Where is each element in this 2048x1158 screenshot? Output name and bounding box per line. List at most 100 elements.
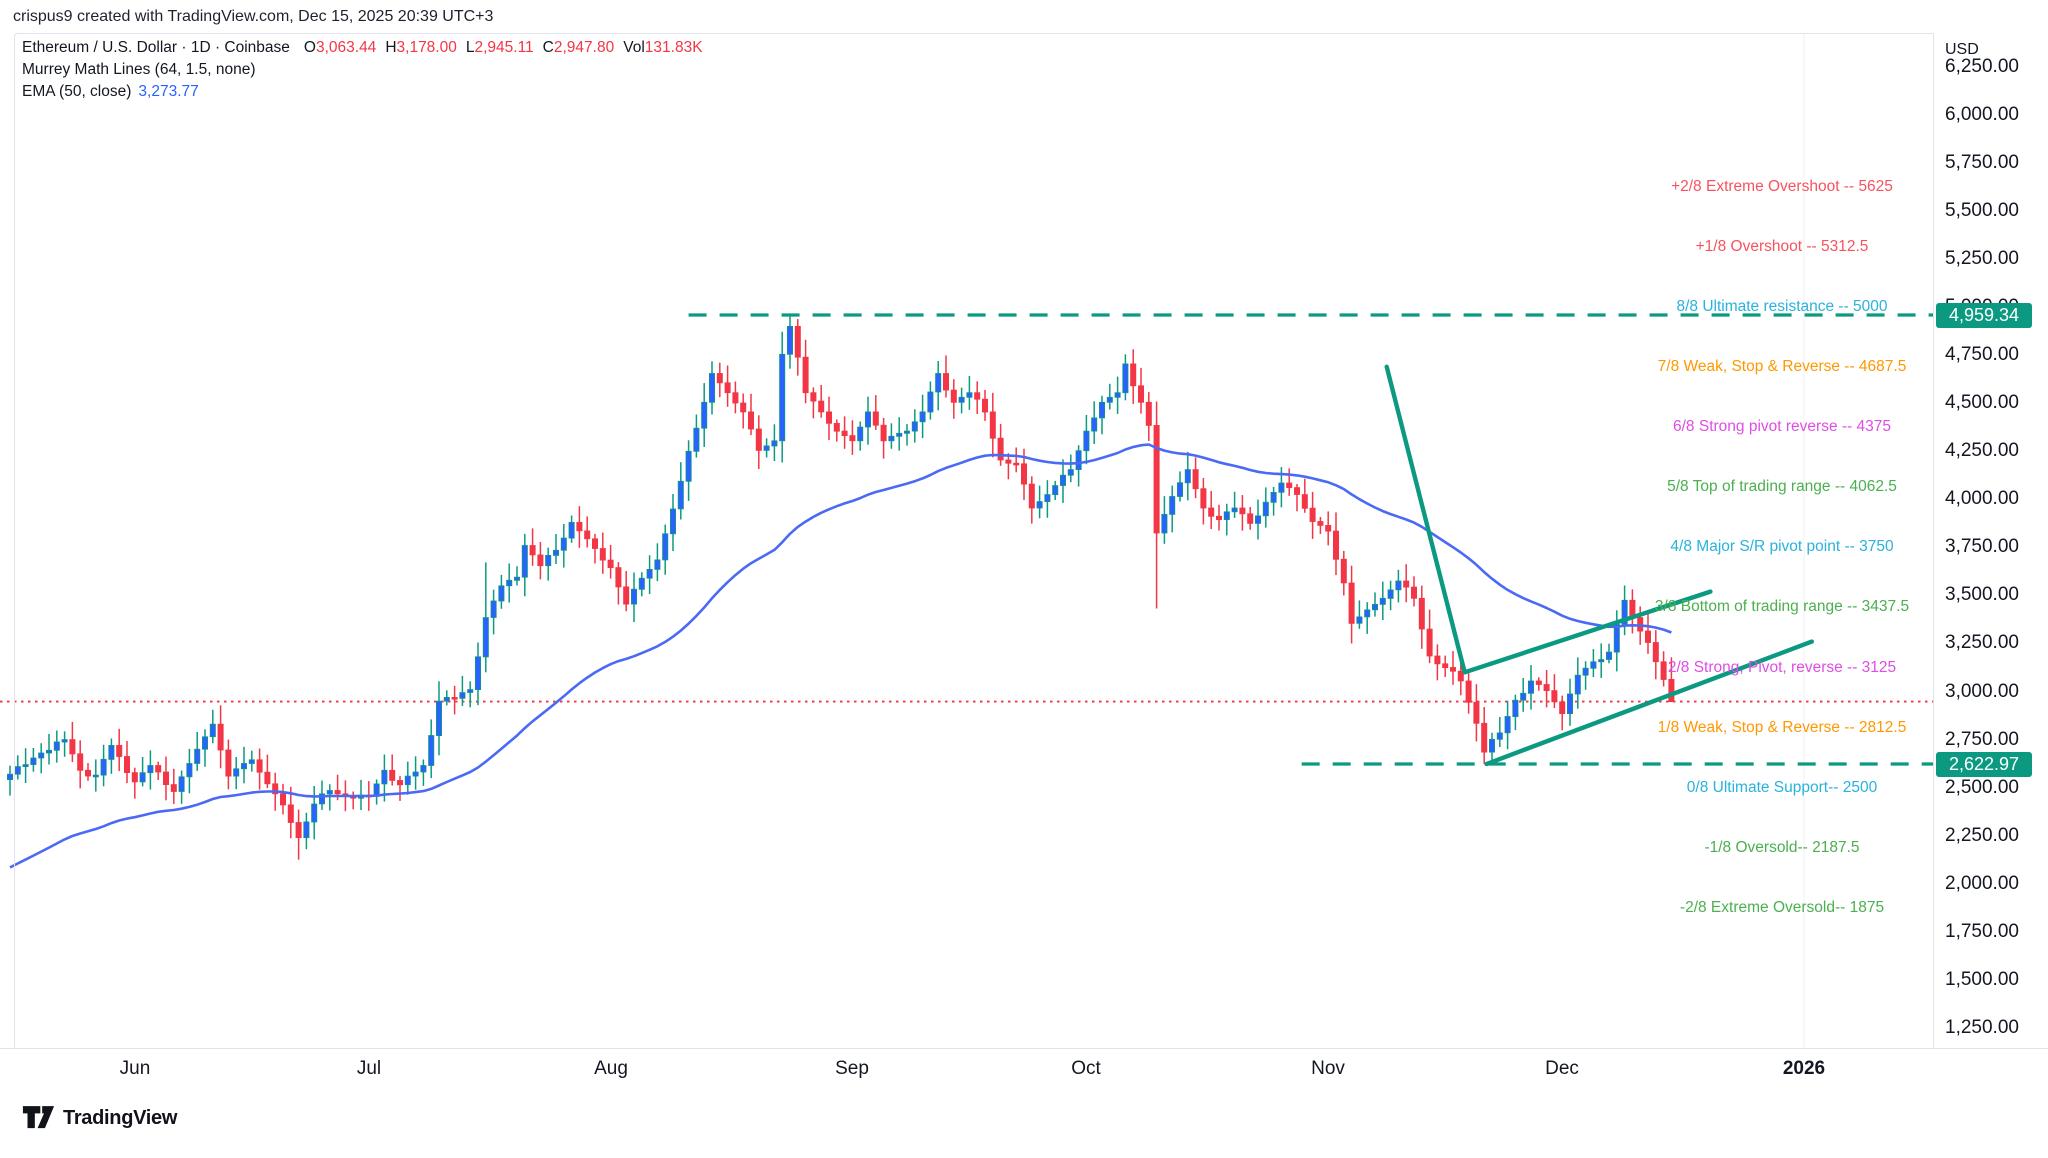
candle [646,555,653,595]
candle [420,759,427,786]
candle-body [116,745,123,757]
candle-body [709,373,716,403]
candle [1060,459,1067,503]
candle [412,756,419,790]
legend-indicator-ema[interactable]: EMA (50, close) 3,273.77 [22,82,712,102]
candle-body [428,735,435,766]
candle [1442,655,1449,677]
candle-body [1559,701,1566,714]
candle-body [1411,586,1418,599]
candle [810,387,817,419]
candle [677,462,684,520]
candle [958,387,965,414]
candle [124,741,131,784]
candle-body [311,803,318,823]
candle-body [1286,482,1293,488]
candle [794,319,801,376]
candle [670,494,677,551]
candle-body [1333,530,1340,560]
candle [1598,643,1605,678]
candle-body [1613,624,1620,653]
candle-body [716,373,723,384]
candle-body [1372,604,1379,611]
candle-body [1028,483,1035,509]
price-tick-label: 3,750.00 [1945,536,2019,557]
candle [521,533,528,597]
candle-body [537,554,544,567]
candle-body [53,741,60,751]
candle [85,763,92,781]
candle-body [1465,680,1472,703]
candle-body [389,769,396,781]
candle [1504,700,1511,750]
candle-body [1278,482,1285,493]
candle-body [1262,501,1269,517]
legend-indicator-murrey[interactable]: Murrey Math Lines (64, 1.5, none) [22,61,256,78]
candle [568,515,575,543]
candle-body [989,411,996,439]
candle [1208,491,1215,530]
candle [1582,661,1589,690]
candle [833,419,840,442]
candle [911,409,918,443]
price-tick-label: 4,500.00 [1945,392,2019,413]
price-tick-label: 3,000.00 [1945,681,2019,702]
candle-body [1145,401,1152,426]
candle-body [194,748,201,764]
candle-body [888,435,895,442]
time-axis[interactable]: Jun Jul Aug Sep Oct Nov Dec 2026 [0,1048,2048,1091]
candle [615,562,622,605]
ema-line[interactable] [9,443,1672,869]
candle-body [420,765,427,773]
candle [1333,512,1340,576]
trendline-rising-support[interactable] [1484,639,1815,767]
time-axis-label: Dec [1545,1058,1579,1079]
candle-body [1138,385,1145,403]
candle-body [467,689,474,693]
candle [404,761,411,795]
price-axis[interactable]: USD 6,250.00 6,000.00 5,750.00 5,500.00 5,25… [1933,33,2048,1048]
candle [1379,581,1386,620]
candle-body [1582,667,1589,676]
candle [100,744,107,787]
candle [631,572,638,622]
candle-body [1270,491,1277,503]
price-tick-label: 5,750.00 [1945,152,2019,173]
trendline-v-shape-left[interactable] [1384,364,1467,675]
candle [1559,695,1566,731]
candle-body [1325,525,1332,532]
candle-body [615,567,622,588]
candle-body [1481,722,1488,753]
candle-body [1223,511,1230,520]
candle [428,719,435,779]
candle [1052,480,1059,500]
candle-body [919,411,926,423]
candle-body [1216,515,1223,520]
candle [1239,495,1246,531]
candle [279,783,286,815]
candle-body [1161,514,1168,534]
candle [966,376,973,410]
tradingview-logo[interactable]: TradingView [22,1104,177,1132]
candle-body [631,588,638,605]
price-tick-label: 1,750.00 [1945,921,2019,942]
candle-body [997,437,1004,461]
legend-symbol-row[interactable]: Ethereum / U.S. Dollar · 1D · Coinbase O… [22,38,712,58]
attribution-text: crispus9 created with TradingView.com, D… [13,8,494,25]
candle-body [1169,496,1176,515]
candle [1192,457,1199,499]
candlestick-series[interactable] [7,315,1675,860]
candle-body [529,545,536,556]
candle [1122,354,1129,401]
candle [1223,503,1230,536]
candle [287,786,294,839]
ohlc-high: H3,178.00 [385,39,457,56]
candle-body [1457,670,1464,682]
candle-body [584,530,591,540]
candle-body [1543,684,1550,691]
candle-body [545,555,552,567]
legend: Ethereum / U.S. Dollar · 1D · Coinbase O… [22,38,712,102]
trendline-v-shape-right[interactable] [1462,589,1713,675]
candle-body [1496,732,1503,740]
